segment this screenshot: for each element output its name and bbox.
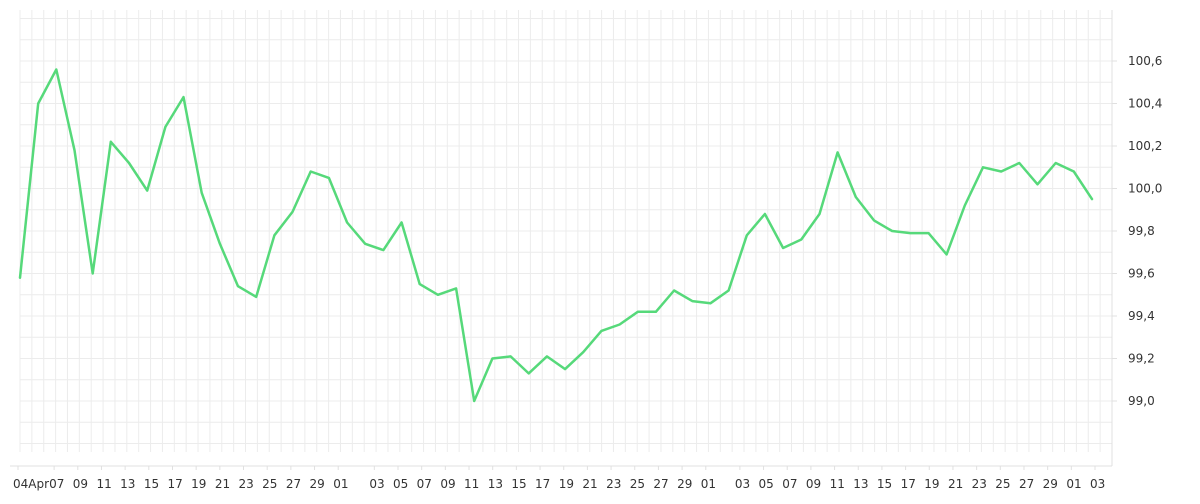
x-tick-label: 27 [1019, 477, 1034, 491]
x-tick-label: 05 [759, 477, 774, 491]
y-tick-label: 100,0 [1128, 182, 1162, 196]
x-tick-label: 17 [535, 477, 550, 491]
x-tick-label: 23 [972, 477, 987, 491]
y-axis-ticks: 99,0 99,2 99,4 99,6 99,8 100,0 100,2 100,4 100,6 [1128, 54, 1162, 408]
x-tick-label: 07 [49, 477, 64, 491]
x-tick-label: 17 [901, 477, 916, 491]
x-tick-label: 15 [877, 477, 892, 491]
x-tick-label: 11 [464, 477, 479, 491]
x-tick-label: 04Apr [13, 477, 49, 491]
x-tick-label: 25 [630, 477, 645, 491]
x-tick-label: 21 [948, 477, 963, 491]
grid [20, 10, 1112, 452]
x-tick-label: 29 [310, 477, 325, 491]
y-tick-label: 99,4 [1128, 309, 1155, 323]
y-tick-label: 99,0 [1128, 394, 1155, 408]
x-tick-label: 09 [806, 477, 821, 491]
y-tick-label: 99,8 [1128, 224, 1155, 238]
x-tick-label: 19 [191, 477, 206, 491]
x-tick-label: 07 [417, 477, 432, 491]
y-tick-label: 99,2 [1128, 352, 1155, 366]
x-tick-label: 09 [440, 477, 455, 491]
x-tick-label: 25 [995, 477, 1010, 491]
x-tick-label: 19 [924, 477, 939, 491]
x-tick-label: 05 [393, 477, 408, 491]
series-line [20, 70, 1092, 402]
x-tick-label: 13 [120, 477, 135, 491]
x-tick-label: 01 [701, 477, 716, 491]
x-tick-label: 15 [144, 477, 159, 491]
x-tick-label: 01 [1066, 477, 1081, 491]
x-tick-label: 15 [511, 477, 526, 491]
x-tick-label: 21 [582, 477, 597, 491]
x-tick-label: 13 [853, 477, 868, 491]
x-tick-label: 13 [488, 477, 503, 491]
x-tick-label: 03 [1090, 477, 1105, 491]
x-tick-label: 29 [1043, 477, 1058, 491]
y-tick-label: 99,6 [1128, 267, 1155, 281]
x-tick-label: 07 [782, 477, 797, 491]
x-tick-label: 11 [96, 477, 111, 491]
x-tick-label: 03 [369, 477, 384, 491]
x-tick-label: 25 [262, 477, 277, 491]
x-tick-label: 27 [653, 477, 668, 491]
y-tick-label: 100,4 [1128, 97, 1162, 111]
x-tick-label: 23 [239, 477, 254, 491]
x-tick-label: 17 [167, 477, 182, 491]
x-tick-label: 03 [735, 477, 750, 491]
y-tick-label: 100,6 [1128, 54, 1162, 68]
x-tick-label: 21 [215, 477, 230, 491]
y-tick-label: 100,2 [1128, 139, 1162, 153]
x-tick-label: 29 [677, 477, 692, 491]
x-tick-label: 09 [73, 477, 88, 491]
x-tick-label: 23 [606, 477, 621, 491]
series-layer [20, 69, 1092, 401]
x-tick-label: 27 [286, 477, 301, 491]
x-tick-label: 01 [333, 477, 348, 491]
x-tick-label: 19 [559, 477, 574, 491]
x-tick-label: 11 [830, 477, 845, 491]
